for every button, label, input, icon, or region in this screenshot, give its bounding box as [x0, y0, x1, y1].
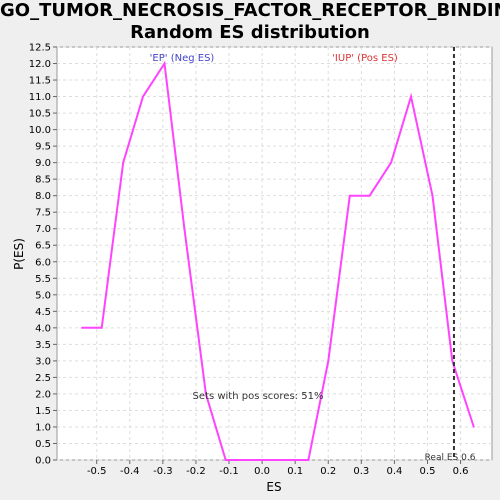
y-tick-label: 9.0	[35, 158, 51, 169]
x-tick-label: -0.3	[153, 466, 173, 477]
y-tick-label: 10.0	[29, 125, 51, 136]
y-tick-label: 3.5	[35, 340, 51, 351]
y-tick-label: 7.0	[35, 224, 51, 235]
x-tick-label: -0.4	[120, 466, 140, 477]
data-point	[327, 360, 330, 362]
x-tick-label: -0.5	[87, 466, 107, 477]
data-point	[431, 194, 434, 197]
x-axis-label: ES	[266, 480, 281, 494]
chart-title: GO_TUMOR_NECROSIS_FACTOR_RECEPTOR_BINDIN…	[0, 0, 500, 44]
y-tick-label: 1.0	[35, 422, 51, 433]
data-point	[410, 95, 412, 98]
data-point	[390, 161, 392, 164]
chart-title-line1: GO_TUMOR_NECROSIS_FACTOR_RECEPTOR_BINDIN…	[0, 0, 500, 21]
series-layer	[81, 60, 475, 461]
y-tick-label: 5.0	[35, 290, 51, 301]
real-es-label: Real ES 0.6	[425, 453, 476, 463]
y-tick-label: 0.5	[35, 439, 51, 450]
data-point	[244, 459, 247, 461]
data-point	[81, 327, 83, 329]
x-tick-label: 0.3	[353, 466, 369, 477]
data-point	[163, 62, 166, 65]
y-tick-label: 4.0	[35, 323, 51, 334]
y-axis-label: P(ES)	[12, 238, 26, 270]
data-point	[368, 194, 371, 197]
x-tick-label: 0.6	[453, 466, 469, 477]
y-tick-label: 3.0	[35, 356, 51, 367]
data-point	[122, 161, 124, 164]
es-distribution-line	[81, 60, 475, 461]
y-tick-label: 6.5	[35, 241, 51, 252]
x-tick-label: 0.1	[287, 466, 303, 477]
y-tick-label: 2.5	[35, 373, 51, 384]
x-tick-label: -0.2	[186, 466, 206, 477]
y-tick-label: 12.0	[29, 59, 51, 70]
data-point	[286, 459, 288, 461]
data-point	[307, 459, 310, 461]
data-point	[142, 95, 144, 98]
pos-es-label: 'IUP' (Pos ES)	[332, 53, 398, 64]
data-point	[100, 327, 103, 329]
x-tick-label: 0.4	[386, 466, 402, 477]
y-tick-label: 4.5	[35, 307, 51, 318]
data-point	[205, 393, 207, 395]
y-tick-label: 7.5	[35, 208, 51, 219]
y-tick-label: 12.5	[29, 43, 51, 54]
y-tick-label: 11.0	[29, 92, 51, 103]
y-tick-label: 8.5	[35, 175, 51, 186]
y-tick-label: 2.0	[35, 389, 51, 400]
y-tick-label: 10.5	[29, 109, 51, 120]
data-point	[266, 459, 268, 461]
x-tick-label: -0.1	[219, 466, 239, 477]
x-tick-label: 0.2	[320, 466, 336, 477]
y-tick-label: 5.5	[35, 274, 51, 285]
y-tick-label: 1.5	[35, 406, 51, 417]
pos-scores-annotation: Sets with pos scores: 51%	[193, 391, 324, 402]
data-point	[451, 360, 454, 362]
data-point	[224, 459, 227, 461]
data-point	[473, 426, 475, 428]
data-point	[183, 227, 186, 230]
grid	[57, 46, 492, 461]
y-tick-label: 6.0	[35, 257, 51, 268]
neg-es-label: 'EP' (Neg ES)	[150, 53, 215, 64]
y-tick-label: 9.5	[35, 142, 51, 153]
chart-title-line2: Random ES distribution	[130, 22, 370, 43]
x-tick-label: 0.0	[254, 466, 270, 477]
x-axis: -0.5 -0.4 -0.3 -0.2 -0.1 0.0 0.1 0.2 0.3 0.4 0.5 0.…	[87, 460, 469, 477]
data-point	[348, 194, 351, 197]
y-tick-label: 8.0	[35, 191, 51, 202]
x-tick-label: 0.5	[420, 466, 436, 477]
y-tick-label: 11.5	[29, 76, 51, 87]
y-axis: 0.0 0.5 1.0 1.5 2.0 2.5 3.0 3.5 4.0 4.5 5.0 5.5 6.0 6…	[29, 43, 57, 467]
y-tick-label: 0.0	[35, 456, 51, 467]
